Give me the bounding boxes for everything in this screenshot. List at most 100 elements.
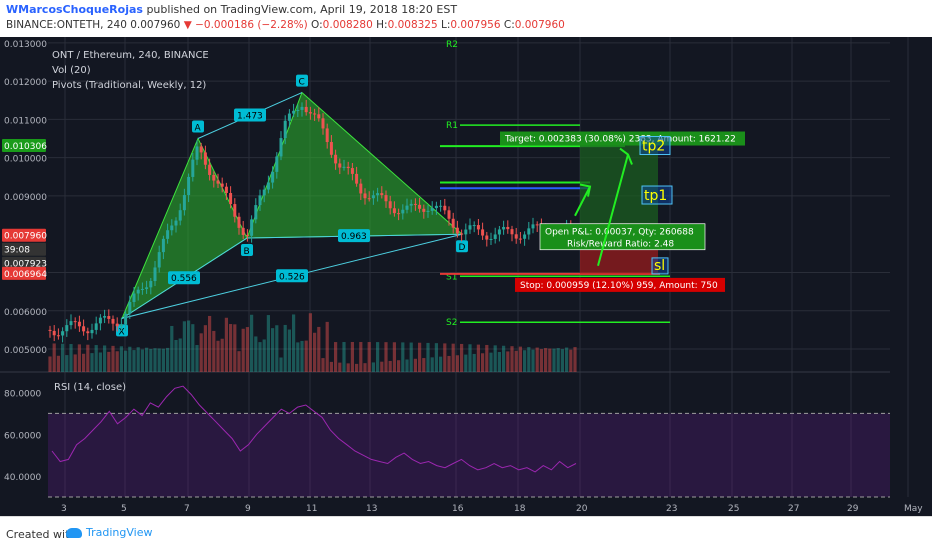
volume-bar bbox=[397, 360, 401, 372]
candle-body bbox=[342, 166, 346, 168]
candle-body bbox=[531, 224, 535, 229]
volume-bar bbox=[544, 348, 548, 372]
volume-bar bbox=[552, 348, 556, 372]
ratio-label-box bbox=[234, 108, 266, 122]
volume-bar bbox=[258, 342, 262, 372]
candle-body bbox=[237, 216, 241, 228]
volume-bar bbox=[539, 349, 543, 372]
volume-bar bbox=[531, 349, 535, 372]
volume-bar bbox=[308, 313, 312, 372]
publish-line: WMarcosChoqueRojas published on TradingV… bbox=[6, 3, 457, 16]
volume-bar bbox=[174, 339, 178, 372]
low-label: L: bbox=[441, 19, 451, 31]
candle-body bbox=[514, 234, 518, 239]
candle-body bbox=[262, 189, 266, 196]
price-badge bbox=[2, 228, 46, 242]
volume-bar bbox=[199, 333, 203, 372]
time-tick-label: May bbox=[904, 504, 923, 514]
pnl-text: Open P&L: 0.00037, Qty: 260688 bbox=[545, 228, 694, 238]
candle-body bbox=[392, 208, 396, 214]
rsi-tick-label: 80.0000 bbox=[4, 389, 41, 399]
volume-bar bbox=[430, 357, 434, 372]
candle-body bbox=[145, 287, 149, 289]
volume-bar bbox=[275, 325, 279, 372]
candle-body bbox=[98, 317, 102, 324]
cloud-icon bbox=[66, 527, 82, 538]
volume-bar bbox=[548, 348, 552, 372]
chart-canvas[interactable]: X A B C D 1.473 0.556 0.963 0.526 R2 R1 S1 S2 Targe… bbox=[0, 37, 932, 516]
candle-body bbox=[250, 219, 254, 236]
volume-bar bbox=[208, 315, 212, 372]
volume-bar bbox=[371, 362, 375, 372]
volume-bar bbox=[304, 340, 308, 372]
candle-body bbox=[329, 142, 333, 155]
volume-bar bbox=[434, 343, 438, 372]
legend-rsi: RSI (14, close) bbox=[54, 382, 126, 393]
target-text: Target: 0.002383 (30.08%) 2383, Amount: … bbox=[504, 135, 736, 145]
close-label: C: bbox=[503, 19, 515, 31]
time-tick-label: 9 bbox=[245, 504, 251, 514]
volume-bar bbox=[157, 348, 161, 372]
candle-body bbox=[111, 318, 115, 324]
volume-bar bbox=[388, 360, 392, 372]
price-badge-label: 39:08 bbox=[4, 246, 30, 256]
candle-body bbox=[140, 288, 144, 290]
ratio-label-box bbox=[168, 271, 200, 285]
candle-body bbox=[254, 205, 258, 220]
volume-bar bbox=[296, 342, 300, 372]
volume-bar bbox=[52, 343, 56, 372]
candle-body bbox=[258, 195, 262, 206]
position-tool[interactable]: Target: 0.002383 (30.08%) 2383, Amount: … bbox=[500, 131, 745, 292]
volume-bar bbox=[283, 324, 287, 372]
volume-bar bbox=[224, 317, 228, 372]
volume-bar bbox=[359, 342, 363, 372]
time-tick-label: 16 bbox=[452, 504, 464, 514]
volume-bar bbox=[124, 350, 128, 372]
price-tick-label: 0.012000 bbox=[4, 78, 47, 88]
candle-body bbox=[476, 225, 480, 230]
tp2-arrow bbox=[597, 154, 629, 266]
candle-body bbox=[212, 174, 216, 181]
candle-body bbox=[203, 152, 207, 165]
volume-bar bbox=[464, 354, 468, 372]
volume-bar bbox=[287, 329, 291, 372]
volume-bar bbox=[489, 352, 493, 372]
candle-body bbox=[266, 182, 270, 190]
time-tick-label: 25 bbox=[728, 504, 739, 514]
candle-body bbox=[245, 234, 249, 236]
time-tick-label: 27 bbox=[788, 504, 799, 514]
legend-pivots: Pivots (Traditional, Weekly, 12) bbox=[52, 80, 206, 91]
candle-body bbox=[304, 106, 308, 113]
author-link[interactable]: WMarcosChoqueRojas bbox=[6, 3, 143, 16]
candle-body bbox=[69, 321, 73, 326]
candle-body bbox=[229, 193, 233, 205]
harmonic-point-box bbox=[192, 120, 204, 133]
publish-info: published on TradingView.com, April 19, … bbox=[142, 3, 458, 16]
candle-body bbox=[506, 226, 510, 230]
volume-bar bbox=[140, 349, 144, 372]
volume-bar bbox=[565, 347, 569, 372]
volume-bar bbox=[455, 355, 459, 372]
candle-body bbox=[136, 289, 140, 294]
volume-bar bbox=[119, 346, 123, 372]
volume-bar bbox=[73, 354, 77, 372]
volume-bar bbox=[187, 320, 191, 372]
change-value: −0.000186 (−2.28%) bbox=[195, 19, 308, 31]
candle-body bbox=[216, 180, 220, 184]
tradingview-logo[interactable]: TradingView bbox=[66, 526, 152, 539]
candle-body bbox=[195, 146, 199, 160]
candle-body bbox=[279, 138, 283, 157]
harmonic-point-box bbox=[241, 244, 253, 257]
chart-area[interactable]: X A B C D 1.473 0.556 0.963 0.526 R2 R1 S1 S2 Targe… bbox=[0, 37, 932, 516]
harmonic-point-label: C bbox=[299, 78, 305, 88]
candle-body bbox=[355, 173, 359, 184]
candle-body bbox=[191, 159, 195, 177]
volume-bar bbox=[468, 344, 472, 372]
volume-bar bbox=[145, 347, 149, 372]
volume-bar bbox=[77, 344, 81, 372]
legend-title: ONT / Ethereum, 240, BINANCE bbox=[52, 50, 209, 61]
volume-bar bbox=[82, 353, 86, 372]
price-tick-label: 0.011000 bbox=[4, 116, 47, 126]
chart-header: WMarcosChoqueRojas published on TradingV… bbox=[0, 0, 932, 36]
volume-bar bbox=[422, 358, 426, 372]
